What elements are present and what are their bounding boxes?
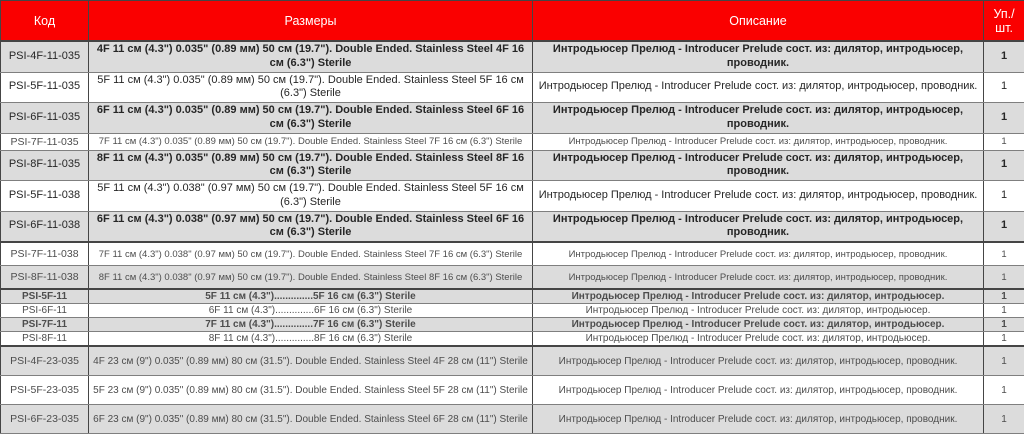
cell-description: Интродьюсер Прелюд - Introducer Prelude … xyxy=(533,318,984,332)
cell-sizes: 8F 11 см (4.3")..............8F 16 см (6… xyxy=(89,332,533,347)
cell-sizes: 4F 23 см (9") 0.035" (0.89 мм) 80 см (31… xyxy=(89,346,533,376)
cell-product-code: PSI-4F-11-035 xyxy=(1,41,89,72)
cell-product-code: PSI-6F-23-035 xyxy=(1,405,89,434)
cell-sizes: 5F 11 см (4.3") 0.038" (0.97 мм) 50 см (… xyxy=(89,181,533,212)
table-row: PSI-6F-11-035 6F 11 см (4.3") 0.035" (0.… xyxy=(1,103,1024,134)
cell-sizes: 8F 11 см (4.3") 0.035" (0.89 мм) 50 см (… xyxy=(89,150,533,181)
table-row: PSI-4F-11-035 4F 11 см (4.3") 0.035" (0.… xyxy=(1,41,1024,72)
cell-product-code: PSI-8F-11 xyxy=(1,332,89,347)
cell-sizes: 5F 23 см (9") 0.035" (0.89 мм) 80 см (31… xyxy=(89,376,533,405)
table-row: PSI-7F-11-038 7F 11 см (4.3") 0.038" (0.… xyxy=(1,242,1024,266)
cell-description: Интродьюсер Прелюд - Introducer Prelude … xyxy=(533,304,984,318)
cell-qty-per-pack: 1 xyxy=(984,72,1024,103)
cell-qty-per-pack: 1 xyxy=(984,318,1024,332)
cell-qty-per-pack: 1 xyxy=(984,133,1024,150)
cell-product-code: PSI-7F-11-035 xyxy=(1,133,89,150)
cell-sizes: 5F 11 см (4.3")..............5F 16 см (6… xyxy=(89,289,533,304)
cell-product-code: PSI-4F-23-035 xyxy=(1,346,89,376)
cell-description: Интродьюсер Прелюд - Introducer Prelude … xyxy=(533,376,984,405)
cell-product-code: PSI-7F-11 xyxy=(1,318,89,332)
table-header-row: Код Размеры Описание Уп./шт. xyxy=(1,1,1024,42)
cell-sizes: 7F 11 см (4.3")..............7F 16 см (6… xyxy=(89,318,533,332)
cell-product-code: PSI-7F-11-038 xyxy=(1,242,89,266)
cell-description: Интродьюсер Прелюд - Introducer Prelude … xyxy=(533,289,984,304)
cell-qty-per-pack: 1 xyxy=(984,41,1024,72)
cell-qty-per-pack: 1 xyxy=(984,332,1024,347)
table-row: PSI-8F-11-038 8F 11 см (4.3") 0.038" (0.… xyxy=(1,266,1024,290)
cell-product-code: PSI-8F-11-035 xyxy=(1,150,89,181)
cell-qty-per-pack: 1 xyxy=(984,376,1024,405)
cell-qty-per-pack: 1 xyxy=(984,150,1024,181)
cell-description: Интродьюсер Прелюд - Introducer Prelude … xyxy=(533,41,984,72)
table-row: PSI-7F-11-035 7F 11 см (4.3") 0.035" (0.… xyxy=(1,133,1024,150)
table-row: PSI-5F-11-038 5F 11 см (4.3") 0.038" (0.… xyxy=(1,181,1024,212)
cell-description: Интродьюсер Прелюд - Introducer Prelude … xyxy=(533,266,984,290)
cell-qty-per-pack: 1 xyxy=(984,346,1024,376)
cell-qty-per-pack: 1 xyxy=(984,289,1024,304)
cell-description: Интродьюсер Прелюд - Introducer Prelude … xyxy=(533,103,984,134)
column-header-sizes: Размеры xyxy=(89,1,533,42)
cell-sizes: 6F 11 см (4.3") 0.038" (0.97 мм) 50 см (… xyxy=(89,211,533,242)
column-header-qty-per-pack: Уп./шт. xyxy=(984,1,1024,42)
table-row: PSI-8F-11-035 8F 11 см (4.3") 0.035" (0.… xyxy=(1,150,1024,181)
cell-sizes: 6F 11 см (4.3") 0.035" (0.89 мм) 50 см (… xyxy=(89,103,533,134)
table-row: PSI-5F-11 5F 11 см (4.3")..............5… xyxy=(1,289,1024,304)
cell-product-code: PSI-6F-11 xyxy=(1,304,89,318)
cell-qty-per-pack: 1 xyxy=(984,181,1024,212)
cell-qty-per-pack: 1 xyxy=(984,304,1024,318)
cell-sizes: 7F 11 см (4.3") 0.035" (0.89 мм) 50 см (… xyxy=(89,133,533,150)
cell-sizes: 7F 11 см (4.3") 0.038" (0.97 мм) 50 см (… xyxy=(89,242,533,266)
cell-sizes: 4F 11 см (4.3") 0.035" (0.89 мм) 50 см (… xyxy=(89,41,533,72)
cell-sizes: 6F 23 см (9") 0.035" (0.89 мм) 80 см (31… xyxy=(89,405,533,434)
cell-description: Интродьюсер Прелюд - Introducer Prelude … xyxy=(533,346,984,376)
cell-description: Интродьюсер Прелюд - Introducer Prelude … xyxy=(533,405,984,434)
column-header-code: Код xyxy=(1,1,89,42)
table-row: PSI-6F-11-038 6F 11 см (4.3") 0.038" (0.… xyxy=(1,211,1024,242)
table-row: PSI-7F-11 7F 11 см (4.3")..............7… xyxy=(1,318,1024,332)
cell-qty-per-pack: 1 xyxy=(984,405,1024,434)
table-row: PSI-6F-23-035 6F 23 см (9") 0.035" (0.89… xyxy=(1,405,1024,434)
cell-description: Интродьюсер Прелюд - Introducer Prelude … xyxy=(533,72,984,103)
cell-description: Интродьюсер Прелюд - Introducer Prelude … xyxy=(533,242,984,266)
cell-sizes: 8F 11 см (4.3") 0.038" (0.97 мм) 50 см (… xyxy=(89,266,533,290)
table-row: PSI-8F-11 8F 11 см (4.3")..............8… xyxy=(1,332,1024,347)
table-row: PSI-5F-23-035 5F 23 см (9") 0.035" (0.89… xyxy=(1,376,1024,405)
table-row: PSI-4F-23-035 4F 23 см (9") 0.035" (0.89… xyxy=(1,346,1024,376)
cell-qty-per-pack: 1 xyxy=(984,266,1024,290)
table-row: PSI-5F-11-035 5F 11 см (4.3") 0.035" (0.… xyxy=(1,72,1024,103)
cell-product-code: PSI-5F-23-035 xyxy=(1,376,89,405)
cell-description: Интродьюсер Прелюд - Introducer Prelude … xyxy=(533,181,984,212)
table-row: PSI-6F-11 6F 11 см (4.3")..............6… xyxy=(1,304,1024,318)
column-header-description: Описание xyxy=(533,1,984,42)
cell-description: Интродьюсер Прелюд - Introducer Prelude … xyxy=(533,211,984,242)
cell-product-code: PSI-5F-11-038 xyxy=(1,181,89,212)
cell-description: Интродьюсер Прелюд - Introducer Prelude … xyxy=(533,133,984,150)
cell-qty-per-pack: 1 xyxy=(984,242,1024,266)
cell-description: Интродьюсер Прелюд - Introducer Prelude … xyxy=(533,332,984,347)
cell-product-code: PSI-6F-11-035 xyxy=(1,103,89,134)
cell-product-code: PSI-6F-11-038 xyxy=(1,211,89,242)
cell-product-code: PSI-5F-11-035 xyxy=(1,72,89,103)
cell-qty-per-pack: 1 xyxy=(984,103,1024,134)
cell-product-code: PSI-8F-11-038 xyxy=(1,266,89,290)
cell-qty-per-pack: 1 xyxy=(984,211,1024,242)
cell-product-code: PSI-5F-11 xyxy=(1,289,89,304)
cell-sizes: 6F 11 см (4.3")..............6F 16 см (6… xyxy=(89,304,533,318)
cell-description: Интродьюсер Прелюд - Introducer Prelude … xyxy=(533,150,984,181)
cell-sizes: 5F 11 см (4.3") 0.035" (0.89 мм) 50 см (… xyxy=(89,72,533,103)
